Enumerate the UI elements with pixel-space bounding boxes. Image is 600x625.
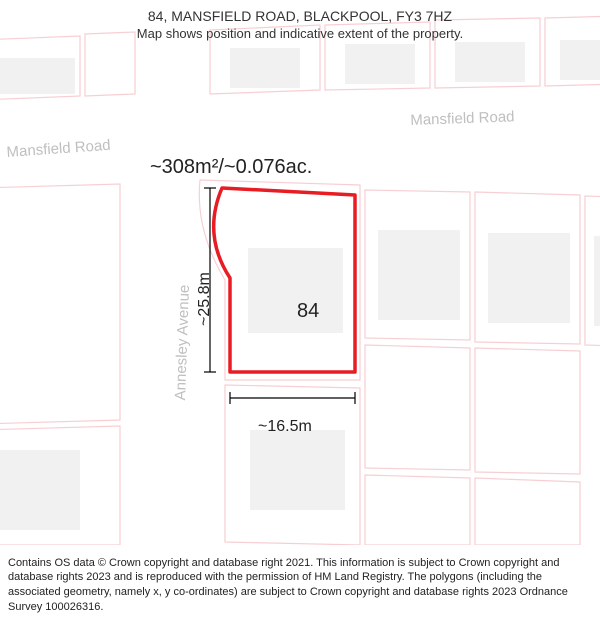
header: 84, MANSFIELD ROAD, BLACKPOOL, FY3 7HZ M… xyxy=(0,0,600,45)
house-number-label: 84 xyxy=(297,300,319,323)
street-label-mansfield-right: Mansfield Road xyxy=(410,108,515,129)
dimension-width-label: ~16.5m xyxy=(258,418,312,436)
area-measurement-label: ~308m²/~0.076ac. xyxy=(150,156,312,179)
dimension-height-label: ~25.8m xyxy=(196,272,214,326)
map-svg xyxy=(0,0,600,545)
page-subtitle: Map shows position and indicative extent… xyxy=(10,26,590,41)
map-canvas: Mansfield Road Mansfield Road Annesley A… xyxy=(0,0,600,545)
copyright-footer: Contains OS data © Crown copyright and d… xyxy=(0,550,600,625)
page-title: 84, MANSFIELD ROAD, BLACKPOOL, FY3 7HZ xyxy=(10,8,590,24)
